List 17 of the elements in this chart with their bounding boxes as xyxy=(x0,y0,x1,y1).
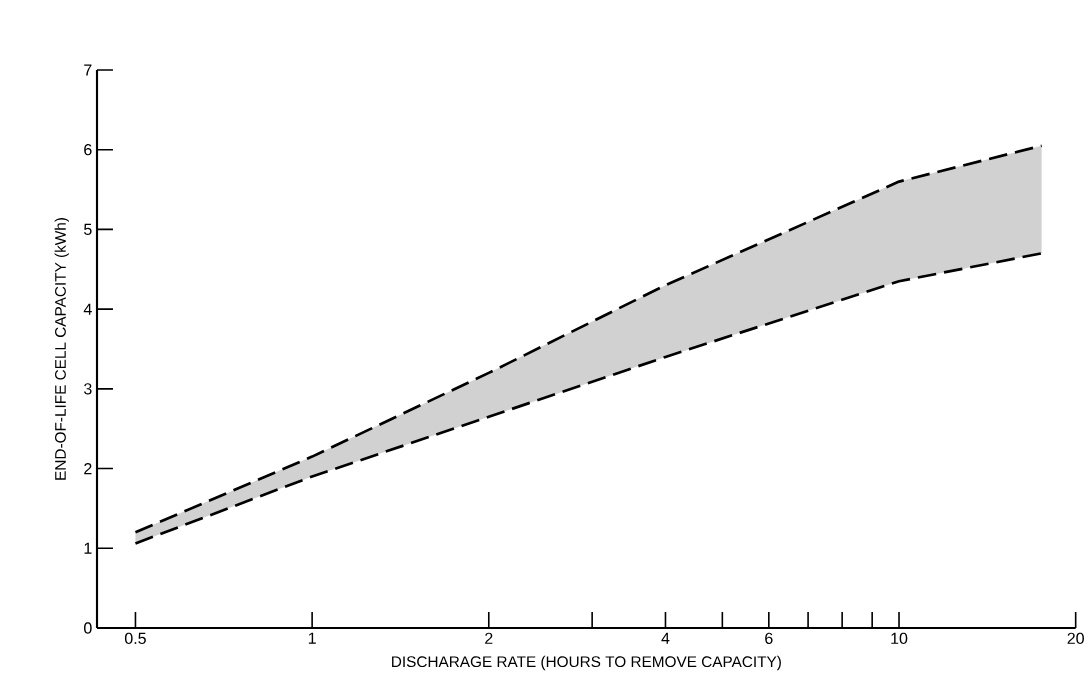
y-tick-label: 6 xyxy=(84,144,92,156)
x-tick-label: 1 xyxy=(308,632,316,644)
x-tick-label: 4 xyxy=(661,632,670,644)
x-tick-label: 10 xyxy=(891,632,908,645)
x-tick-label: 20 xyxy=(1067,632,1084,645)
x-tick-label: 0.5 xyxy=(124,632,146,645)
x-tick-label: 6 xyxy=(765,632,773,645)
x-axis-title: DISCHARAGE RATE (HOURS TO REMOVE CAPACITY) xyxy=(392,655,781,671)
y-tick-label: 0 xyxy=(84,622,92,634)
x-tick-label: 2 xyxy=(485,632,493,644)
y-tick-label: 3 xyxy=(84,383,92,395)
y-tick-label: 4 xyxy=(83,303,92,315)
y-axis-title: END-OF-LIFE CELL CAPACITY (kWh) xyxy=(54,218,69,480)
y-tick-label: 1 xyxy=(84,542,92,554)
y-tick-label: 2 xyxy=(84,462,92,475)
y-tick-label: 5 xyxy=(84,223,92,235)
y-tick-label: 7 xyxy=(84,64,92,76)
